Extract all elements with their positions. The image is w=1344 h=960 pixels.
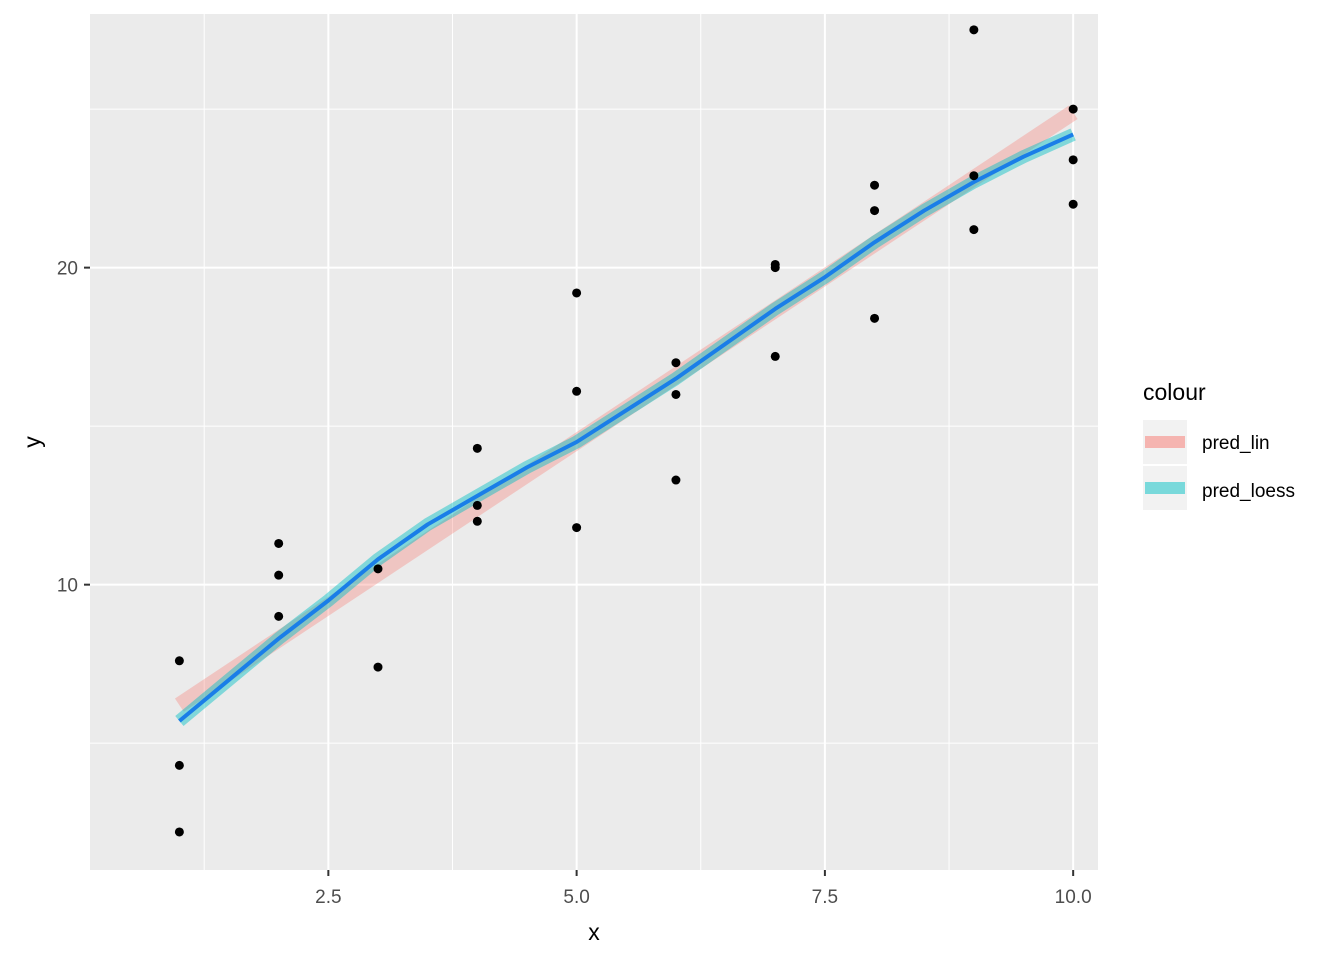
data-point: [1068, 199, 1078, 209]
points-layer: [174, 25, 1078, 837]
legend-label-pred-lin: pred_lin: [1202, 433, 1270, 454]
data-point: [1068, 155, 1078, 165]
data-point: [572, 288, 582, 298]
data-point: [472, 500, 482, 510]
data-point: [274, 570, 284, 580]
x-tick-label: 7.5: [812, 887, 838, 908]
data-point: [671, 358, 681, 368]
data-point: [671, 389, 681, 399]
data-point: [174, 760, 184, 770]
data-point: [373, 564, 383, 574]
tick-labels: 2.5 5.0 7.5 10.0 10 20: [57, 259, 1092, 908]
data-point: [373, 662, 383, 672]
data-point: [870, 180, 880, 190]
x-axis-title: x: [588, 919, 600, 945]
data-point: [770, 351, 780, 361]
data-point: [969, 171, 979, 181]
x-tick-label: 10.0: [1055, 887, 1092, 908]
axis-ticks: [84, 266, 1075, 876]
data-point: [572, 386, 582, 396]
data-point: [472, 443, 482, 453]
data-point: [870, 206, 880, 216]
grid-minor: [90, 14, 1098, 870]
data-point: [274, 611, 284, 621]
data-point: [770, 263, 780, 273]
legend-swatch-pred-loess: [1145, 482, 1185, 494]
data-point: [1068, 104, 1078, 114]
data-point: [572, 523, 582, 533]
data-point: [870, 313, 880, 323]
series-line-loess-smooth: [178, 132, 1074, 723]
data-point: [274, 538, 284, 548]
series-layer: [174, 105, 1078, 726]
data-point: [174, 827, 184, 837]
y-axis-title: y: [19, 436, 45, 448]
legend-swatch-pred-lin: [1145, 436, 1185, 448]
data-point: [969, 25, 979, 35]
data-point: [174, 656, 184, 666]
x-tick-label: 2.5: [315, 887, 341, 908]
y-tick-label: 10: [57, 576, 78, 597]
y-tick-label: 20: [57, 259, 78, 280]
x-tick-label: 5.0: [563, 887, 589, 908]
data-point: [969, 225, 979, 235]
data-point: [472, 516, 482, 526]
legend-item-pred-lin: pred_lin: [1143, 420, 1270, 464]
legend-item-pred-loess: pred_loess: [1143, 466, 1295, 510]
legend-title: colour: [1143, 379, 1206, 405]
plot-panel: [90, 14, 1098, 870]
data-point: [671, 475, 681, 485]
legend-label-pred-loess: pred_loess: [1202, 481, 1295, 502]
legend: colour pred_lin pred_loess: [1143, 379, 1295, 510]
